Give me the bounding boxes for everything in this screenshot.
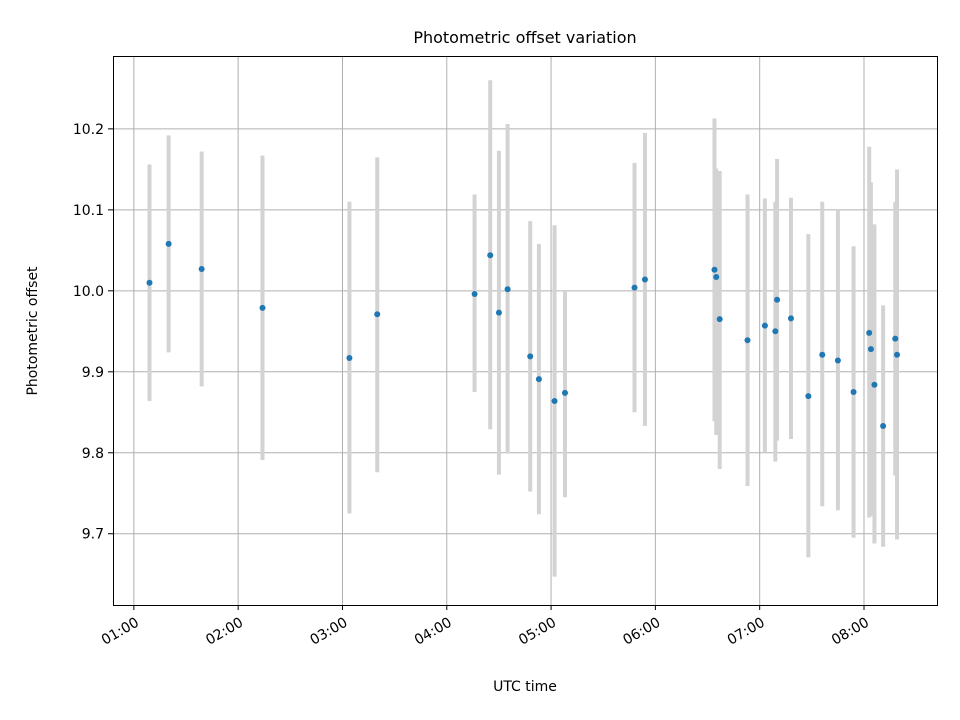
data-point [880,423,887,430]
data-point [631,284,638,291]
y-tick-label: 9.8 [82,446,104,462]
data-point [551,397,558,404]
data-point [527,353,534,360]
data-point [713,274,720,281]
data-point [787,315,794,322]
data-point [146,279,153,286]
chart-title: Photometric offset variation [413,28,636,47]
data-point [834,357,841,364]
plot-frame [113,56,938,606]
data-point [561,389,568,396]
data-point [198,265,205,272]
y-tick-label: 9.7 [82,527,104,543]
data-point [772,328,779,335]
data-point [711,266,718,273]
data-point [535,376,542,383]
data-point [871,381,878,388]
data-point [867,346,874,353]
data-point [504,286,511,293]
data-point [892,335,899,342]
x-axis-label: UTC time [493,679,557,695]
data-point [641,276,648,283]
data-point [866,329,873,336]
data-point [165,240,172,247]
y-tick-label: 10.2 [73,122,104,138]
y-tick-label: 10.0 [73,284,104,300]
data-point [819,351,826,358]
data-point [346,355,353,362]
y-tick-label: 10.1 [73,203,104,219]
data-point [774,296,781,303]
data-point [894,351,901,358]
data-point [495,309,502,316]
y-axis-label: Photometric offset [25,266,41,396]
data-point [259,304,266,311]
data-point [761,322,768,329]
data-point [487,252,494,259]
data-point [374,311,381,318]
data-point [744,337,751,344]
data-point [850,389,857,396]
data-point [805,393,812,400]
y-axis: 9.7 9.8 9.9 10.0 10.1 10.2 [73,122,113,543]
data-point [471,291,478,298]
grid [113,56,937,605]
data-point [716,316,723,323]
y-tick-label: 9.9 [82,365,104,381]
data-points [146,240,901,430]
